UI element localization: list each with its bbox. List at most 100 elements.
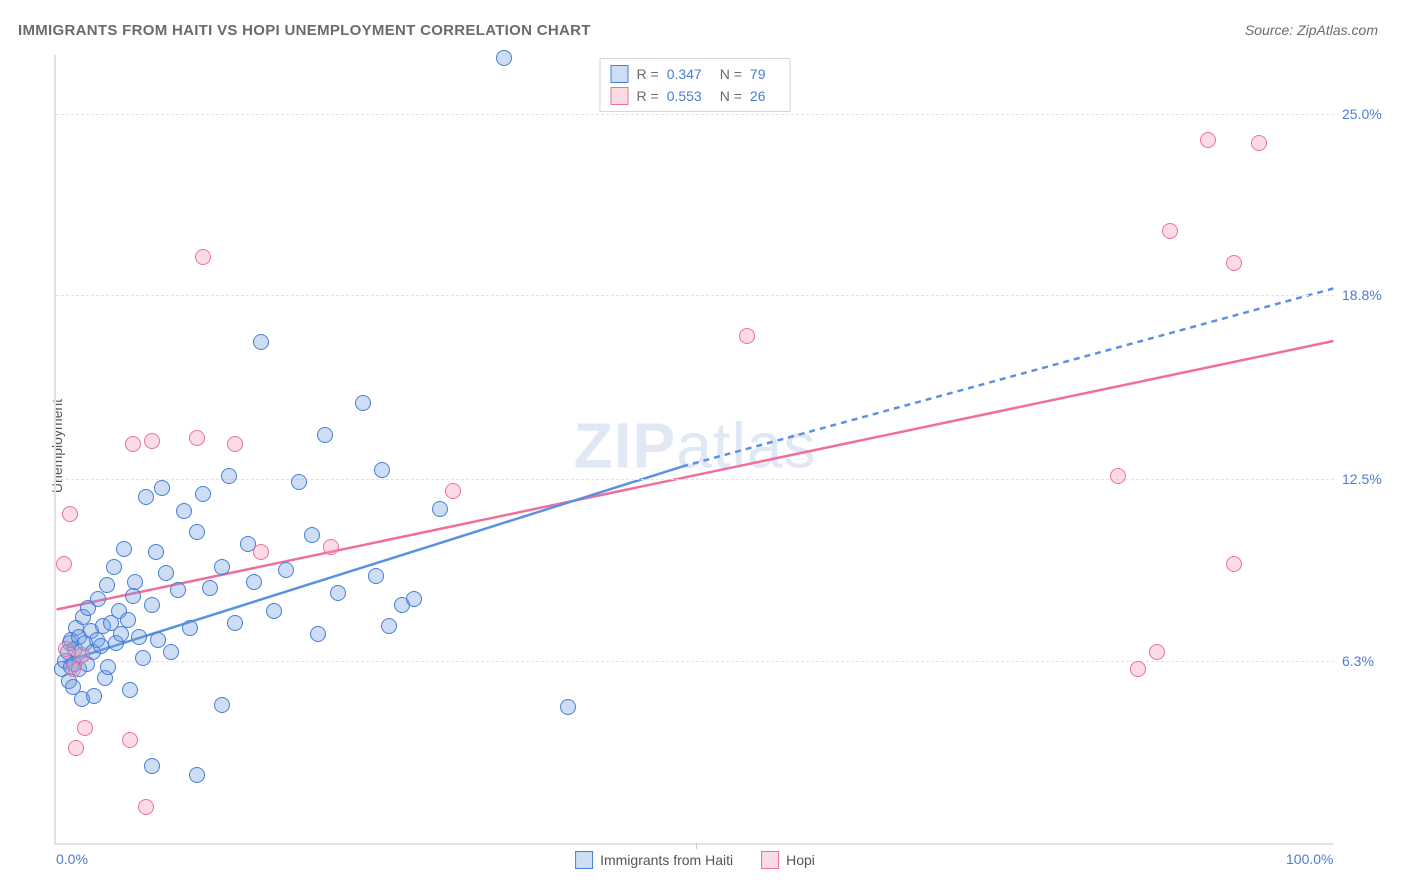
scatter-point-hopi — [144, 433, 160, 449]
corr-N-hopi: 26 — [750, 88, 766, 104]
scatter-point-haiti — [266, 603, 282, 619]
scatter-point-hopi — [74, 647, 90, 663]
scatter-point-hopi — [323, 539, 339, 555]
scatter-point-hopi — [65, 661, 81, 677]
scatter-point-haiti — [221, 468, 237, 484]
scatter-point-haiti — [106, 559, 122, 575]
scatter-point-haiti — [138, 489, 154, 505]
corr-N-label: N = — [720, 88, 742, 104]
scatter-point-haiti — [317, 427, 333, 443]
scatter-point-haiti — [135, 650, 151, 666]
scatter-point-haiti — [144, 597, 160, 613]
scatter-point-hopi — [445, 483, 461, 499]
scatter-point-haiti — [150, 632, 166, 648]
scatter-point-hopi — [1110, 468, 1126, 484]
x-tick-label: 100.0% — [1286, 851, 1333, 867]
scatter-plot-area: ZIPatlas R = 0.347 N = 79 R = 0.553 N = … — [54, 55, 1334, 845]
legend-item-hopi: Hopi — [761, 851, 815, 869]
scatter-point-haiti — [246, 574, 262, 590]
scatter-point-haiti — [253, 334, 269, 350]
source-attribution: Source: ZipAtlas.com — [1245, 22, 1378, 38]
scatter-point-hopi — [68, 740, 84, 756]
scatter-point-hopi — [56, 556, 72, 572]
corr-row-haiti: R = 0.347 N = 79 — [611, 63, 776, 85]
swatch-hopi — [611, 87, 629, 105]
corr-R-hopi: 0.553 — [667, 88, 702, 104]
scatter-point-haiti — [278, 562, 294, 578]
scatter-point-hopi — [125, 436, 141, 452]
scatter-point-haiti — [189, 767, 205, 783]
y-tick-label: 12.5% — [1342, 471, 1392, 487]
watermark: ZIPatlas — [574, 408, 817, 482]
scatter-point-haiti — [86, 688, 102, 704]
correlation-legend: R = 0.347 N = 79 R = 0.553 N = 26 — [600, 58, 791, 112]
scatter-point-hopi — [1130, 661, 1146, 677]
scatter-point-haiti — [99, 577, 115, 593]
scatter-point-haiti — [158, 565, 174, 581]
scatter-point-haiti — [406, 591, 422, 607]
scatter-point-haiti — [202, 580, 218, 596]
scatter-point-haiti — [214, 697, 230, 713]
scatter-point-hopi — [195, 249, 211, 265]
swatch-haiti — [611, 65, 629, 83]
scatter-point-haiti — [163, 644, 179, 660]
scatter-point-haiti — [304, 527, 320, 543]
y-tick-label: 6.3% — [1342, 653, 1392, 669]
scatter-point-haiti — [113, 626, 129, 642]
scatter-point-hopi — [1149, 644, 1165, 660]
scatter-point-haiti — [122, 682, 138, 698]
scatter-point-hopi — [189, 430, 205, 446]
watermark-atlas: atlas — [676, 409, 816, 481]
gridline — [56, 661, 1334, 662]
swatch-haiti — [575, 851, 593, 869]
corr-R-label: R = — [637, 88, 659, 104]
chart-title: IMMIGRANTS FROM HAITI VS HOPI UNEMPLOYME… — [18, 22, 591, 39]
scatter-point-haiti — [189, 524, 205, 540]
scatter-point-haiti — [381, 618, 397, 634]
scatter-point-haiti — [432, 501, 448, 517]
scatter-point-haiti — [310, 626, 326, 642]
scatter-point-haiti — [182, 620, 198, 636]
scatter-point-haiti — [127, 574, 143, 590]
scatter-point-haiti — [560, 699, 576, 715]
scatter-point-haiti — [330, 585, 346, 601]
scatter-point-hopi — [253, 544, 269, 560]
corr-N-haiti: 79 — [750, 66, 766, 82]
y-tick-label: 25.0% — [1342, 106, 1392, 122]
scatter-point-hopi — [1226, 556, 1242, 572]
scatter-point-hopi — [1200, 132, 1216, 148]
legend-item-haiti: Immigrants from Haiti — [575, 851, 733, 869]
scatter-point-haiti — [227, 615, 243, 631]
scatter-point-hopi — [227, 436, 243, 452]
scatter-point-haiti — [176, 503, 192, 519]
scatter-point-hopi — [77, 720, 93, 736]
scatter-point-haiti — [355, 395, 371, 411]
gridline — [56, 295, 1334, 296]
corr-row-hopi: R = 0.553 N = 26 — [611, 85, 776, 107]
corr-R-haiti: 0.347 — [667, 66, 702, 82]
watermark-zip: ZIP — [574, 409, 677, 481]
scatter-point-haiti — [144, 758, 160, 774]
scatter-point-hopi — [1162, 223, 1178, 239]
legend-label-haiti: Immigrants from Haiti — [600, 852, 733, 868]
scatter-point-haiti — [125, 588, 141, 604]
trend-lines-layer — [56, 55, 1334, 843]
legend-label-hopi: Hopi — [786, 852, 815, 868]
scatter-point-haiti — [90, 591, 106, 607]
corr-R-label: R = — [637, 66, 659, 82]
scatter-point-haiti — [116, 541, 132, 557]
scatter-point-hopi — [62, 506, 78, 522]
x-tick-mark — [696, 843, 697, 849]
scatter-point-haiti — [131, 629, 147, 645]
gridline — [56, 479, 1334, 480]
scatter-point-haiti — [214, 559, 230, 575]
gridline — [56, 114, 1334, 115]
scatter-point-haiti — [170, 582, 186, 598]
scatter-point-hopi — [138, 799, 154, 815]
series-legend: Immigrants from Haiti Hopi — [575, 851, 815, 869]
scatter-point-haiti — [368, 568, 384, 584]
scatter-point-haiti — [93, 638, 109, 654]
scatter-point-hopi — [1226, 255, 1242, 271]
corr-N-label: N = — [720, 66, 742, 82]
scatter-point-haiti — [374, 462, 390, 478]
